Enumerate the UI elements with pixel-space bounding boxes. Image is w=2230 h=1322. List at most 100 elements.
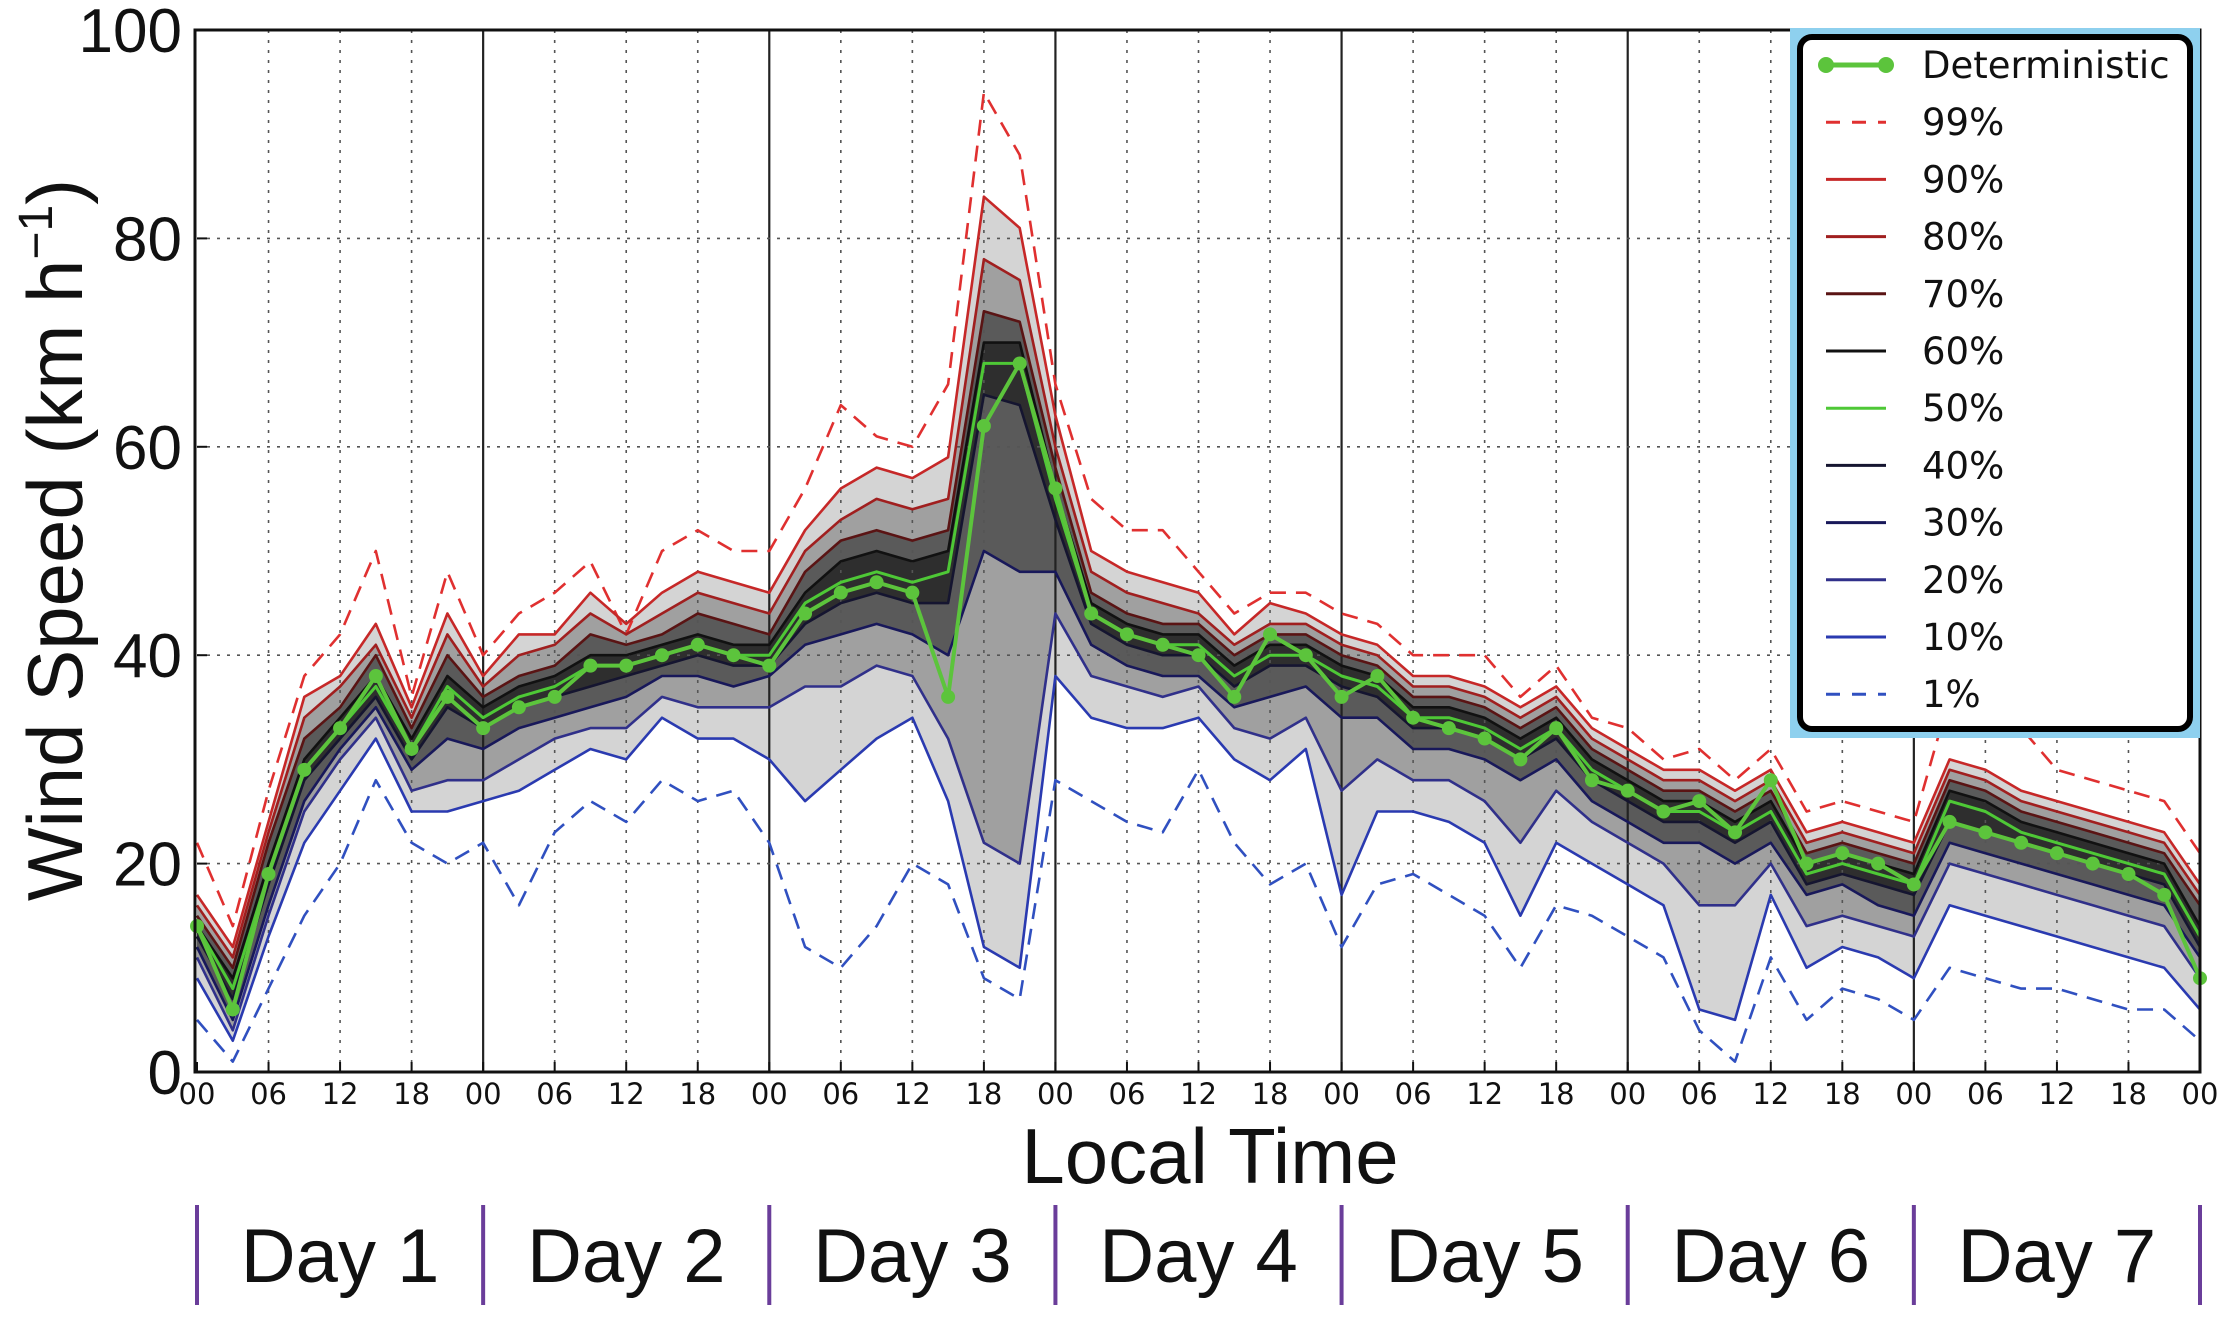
x-tick-label: 18 (1824, 1077, 1861, 1111)
series-line-20pct (195, 612, 2202, 1032)
deterministic-point (1728, 825, 1743, 840)
band-40-60 (197, 342, 2200, 1000)
deterministic-point (1942, 814, 1957, 829)
legend-label-99pct: 99% (1922, 101, 2004, 144)
deterministic-point (2121, 867, 2136, 882)
x-tick-label: 00 (1895, 1077, 1932, 1111)
day-labels: Day 1 Day 2 Day 3 Day 4 Day 5 Day 6 Day 7 (195, 1205, 2202, 1305)
legend-marker (1878, 57, 1894, 73)
x-tick-label: 12 (608, 1077, 645, 1111)
x-tick-label: 06 (1395, 1077, 1432, 1111)
deterministic-point (1441, 721, 1456, 736)
deterministic-point (1692, 794, 1707, 809)
x-tick-label: 00 (1609, 1077, 1646, 1111)
deterministic-point (1334, 689, 1349, 704)
deterministic-point (333, 721, 348, 736)
day-label: Day 1 (241, 1214, 440, 1299)
y-axis-label: Wind Speed (km h−1) (10, 179, 99, 901)
x-tick-label: 00 (2182, 1077, 2219, 1111)
x-tick-label: 18 (2110, 1077, 2147, 1111)
legend-label-70pct: 70% (1922, 273, 2004, 316)
y-axis-ticks: 0 20 40 60 80 100 (79, 0, 207, 1108)
legend: Deterministic 99% 90% 80% 70% 60% 50% 40% 30% 20%… (1790, 28, 2200, 738)
deterministic-point (2014, 835, 2029, 850)
deterministic-point (798, 606, 813, 621)
deterministic-point (1549, 721, 1564, 736)
day-label: Day 2 (527, 1214, 726, 1299)
x-tick-label: 12 (2038, 1077, 2075, 1111)
deterministic-point (1871, 856, 1886, 871)
legend-marker (1818, 57, 1834, 73)
y-tick-label: 40 (113, 622, 182, 691)
legend-label-40pct: 40% (1922, 444, 2004, 487)
x-tick-label: 06 (822, 1077, 859, 1111)
series-line-30pct (195, 549, 2202, 1022)
deterministic-point (1370, 669, 1385, 684)
x-tick-label: 06 (250, 1077, 287, 1111)
deterministic-point (941, 689, 956, 704)
legend-label-20pct: 20% (1922, 559, 2004, 602)
deterministic-point (1119, 627, 1134, 642)
legend-label-80pct: 80% (1922, 216, 2004, 259)
deterministic-point (1155, 637, 1170, 652)
deterministic-point (1048, 481, 1063, 496)
x-tick-label: 06 (1109, 1077, 1146, 1111)
deterministic-point (1406, 710, 1421, 725)
deterministic-point (404, 741, 419, 756)
day-label: Day 7 (1958, 1214, 2157, 1299)
legend-box (1797, 34, 2193, 732)
deterministic-point (619, 658, 634, 673)
x-tick-label: 00 (179, 1077, 216, 1111)
legend-label-deterministic: Deterministic (1922, 44, 2170, 87)
deterministic-point (1263, 627, 1278, 642)
deterministic-point (654, 648, 669, 663)
deterministic-point (2157, 887, 2172, 902)
x-tick-label: 00 (751, 1077, 788, 1111)
x-tick-label: 18 (393, 1077, 430, 1111)
y-tick-label: 0 (148, 1039, 182, 1108)
day-label: Day 4 (1099, 1214, 1298, 1299)
deterministic-point (1513, 752, 1528, 767)
x-tick-label: 18 (965, 1077, 1002, 1111)
deterministic-point (976, 418, 991, 433)
y-tick-label: 80 (113, 205, 182, 274)
x-tick-label: 18 (1538, 1077, 1575, 1111)
x-tick-label: 00 (465, 1077, 502, 1111)
x-tick-label: 06 (1681, 1077, 1718, 1111)
deterministic-point (511, 700, 526, 715)
legend-label-50pct: 50% (1922, 387, 2004, 430)
legend-label-30pct: 30% (1922, 502, 2004, 545)
deterministic-point (1835, 846, 1850, 861)
y-axis-label-main: Wind Speed (km h (11, 260, 99, 902)
legend-label-1pct: 1% (1922, 673, 1981, 716)
y-axis-label-close: ) (11, 179, 99, 205)
deterministic-point (869, 575, 884, 590)
series-line-80pct (195, 257, 2202, 959)
legend-label-10pct: 10% (1922, 616, 2004, 659)
series-line-90pct (195, 195, 2202, 949)
legend-label-60pct: 60% (1922, 330, 2004, 373)
deterministic-point (1978, 825, 1993, 840)
day-label: Day 3 (813, 1214, 1012, 1299)
series-line-10pct (195, 674, 2201, 1042)
x-tick-label: 12 (1180, 1077, 1217, 1111)
deterministic-point (905, 585, 920, 600)
deterministic-point (1906, 877, 1921, 892)
y-tick-label: 100 (79, 0, 182, 66)
legend-label-90pct: 90% (1922, 158, 2004, 201)
day-label: Day 6 (1672, 1214, 1871, 1299)
x-tick-label: 06 (536, 1077, 573, 1111)
series-line-1pct (196, 768, 2201, 1063)
deterministic-point (1656, 804, 1671, 819)
deterministic-point (440, 689, 455, 704)
day-label: Day 5 (1385, 1214, 1584, 1299)
series-line-70pct (195, 310, 2202, 970)
deterministic-point (1799, 856, 1814, 871)
x-tick-label: 12 (1466, 1077, 1503, 1111)
percentile-lines (195, 91, 2202, 1063)
deterministic-point (1763, 773, 1778, 788)
deterministic-point (1298, 648, 1313, 663)
y-axis-label-superscript: −1 (10, 205, 63, 260)
x-tick-label: 18 (1252, 1077, 1289, 1111)
